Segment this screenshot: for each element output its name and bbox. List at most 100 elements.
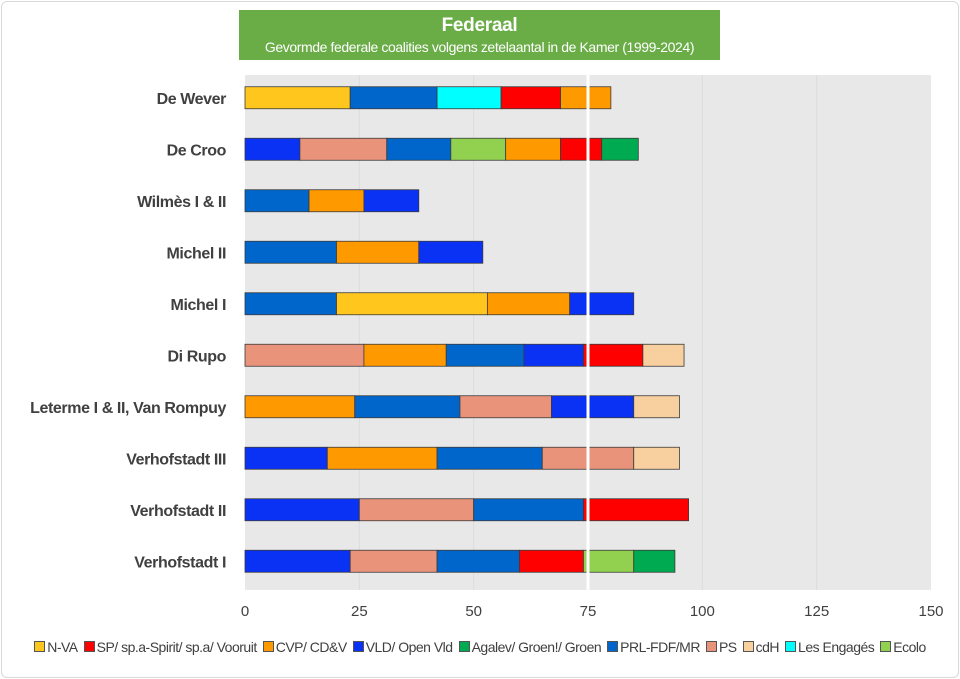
legend-label: Ecolo bbox=[893, 639, 926, 655]
bar-segment bbox=[601, 137, 639, 161]
legend-item: CVP/ CD&V bbox=[262, 639, 347, 655]
category-label: Verhofstadt II bbox=[130, 503, 226, 520]
bar-segment bbox=[445, 343, 525, 367]
bar-segment bbox=[244, 189, 310, 213]
bar-segment bbox=[244, 498, 360, 522]
bar-segment bbox=[244, 240, 337, 264]
bar-segment bbox=[349, 86, 438, 110]
bar-segment bbox=[244, 446, 328, 470]
legend-item: SP/ sp.a-Spirit/ sp.a/ Vooruit bbox=[83, 639, 258, 655]
legend-item: Les Engagés bbox=[785, 639, 875, 655]
legend-label: SP/ sp.a-Spirit/ sp.a/ Vooruit bbox=[96, 639, 258, 655]
bar-segment bbox=[244, 395, 356, 419]
legend-swatch bbox=[458, 641, 470, 652]
legend-item: Ecolo bbox=[880, 639, 926, 655]
bar-segment bbox=[569, 292, 635, 316]
bar-segment bbox=[436, 549, 520, 573]
legend-label: Agalev/ Groen!/ Groen bbox=[471, 639, 602, 655]
legend-swatch bbox=[785, 641, 797, 652]
bar-segment bbox=[244, 343, 365, 367]
legend-swatch bbox=[262, 641, 274, 652]
legend: N-VA SP/ sp.a-Spirit/ sp.a/ Vooruit CVP/ C… bbox=[0, 639, 960, 655]
category-label: De Croo bbox=[167, 142, 227, 159]
legend-swatch bbox=[83, 641, 95, 652]
bar-segment bbox=[244, 549, 351, 573]
legend-item: PS bbox=[705, 639, 737, 655]
bar-segment bbox=[363, 343, 447, 367]
legend-label: N-VA bbox=[47, 639, 78, 655]
bar-segment bbox=[505, 137, 561, 161]
legend-label: PRL-FDF/MR bbox=[620, 639, 700, 655]
legend-item: VLD/ Open Vld bbox=[352, 639, 453, 655]
x-tick-label: 150 bbox=[918, 603, 943, 620]
bar-segment bbox=[354, 395, 461, 419]
legend-swatch bbox=[880, 641, 892, 652]
bar-segment bbox=[523, 343, 584, 367]
legend-swatch bbox=[352, 641, 364, 652]
chart-title: Federaal bbox=[441, 15, 518, 36]
bar-segment bbox=[473, 498, 584, 522]
bar-segment bbox=[560, 137, 603, 161]
legend-item: Agalev/ Groen!/ Groen bbox=[458, 639, 602, 655]
category-label: Di Rupo bbox=[167, 348, 226, 365]
bar-segment bbox=[633, 395, 680, 419]
bar-segment bbox=[326, 446, 438, 470]
bar-segment bbox=[642, 343, 685, 367]
bar-segment bbox=[336, 292, 488, 316]
bar-segment bbox=[244, 86, 351, 110]
legend-item: N-VA bbox=[34, 639, 78, 655]
bar-segment bbox=[450, 137, 507, 161]
bar-segment bbox=[299, 137, 388, 161]
legend-label: CVP/ CD&V bbox=[275, 639, 347, 655]
bar-segment bbox=[583, 343, 644, 367]
x-tick-label: 100 bbox=[690, 603, 715, 620]
legend-label: cdH bbox=[755, 639, 780, 655]
bar-segment bbox=[583, 549, 635, 573]
bar-segment bbox=[358, 498, 475, 522]
bar-segment bbox=[244, 137, 301, 161]
bar-segment bbox=[386, 137, 452, 161]
category-label: Wilmès I & II bbox=[137, 194, 226, 211]
x-tick-label: 25 bbox=[351, 603, 368, 620]
legend-item: PRL-FDF/MR bbox=[607, 639, 700, 655]
bar-segment bbox=[436, 446, 543, 470]
legend-swatch bbox=[742, 641, 754, 652]
category-label: Michel I bbox=[171, 297, 226, 314]
title-box: Federaal Gevormde federale coalities vol… bbox=[239, 10, 720, 60]
bar-segment bbox=[459, 395, 552, 419]
category-label: De Wever bbox=[157, 91, 227, 108]
bar-segment bbox=[349, 549, 438, 573]
bar-segment bbox=[560, 86, 612, 110]
bar-segment bbox=[436, 86, 502, 110]
bar-segment bbox=[486, 292, 571, 316]
legend-item: cdH bbox=[742, 639, 780, 655]
bar-segment bbox=[244, 292, 337, 316]
bar-segment bbox=[633, 549, 676, 573]
legend-swatch bbox=[607, 641, 619, 652]
x-tick-label: 125 bbox=[804, 603, 829, 620]
legend-label: VLD/ Open Vld bbox=[365, 639, 453, 655]
legend-swatch bbox=[705, 641, 717, 652]
bar-segment bbox=[418, 240, 484, 264]
legend-swatch bbox=[34, 641, 46, 652]
legend-label: Les Engagés bbox=[798, 639, 875, 655]
x-tick-label: 50 bbox=[465, 603, 482, 620]
bar-segment bbox=[308, 189, 365, 213]
bar-segment bbox=[583, 498, 690, 522]
bar-segment bbox=[336, 240, 420, 264]
category-label: Leterme I & II, Van Rompuy bbox=[30, 400, 226, 417]
bar-segment bbox=[519, 549, 584, 573]
x-tick-label: 0 bbox=[241, 603, 249, 620]
bar-segment bbox=[551, 395, 635, 419]
category-label: Verhofstadt I bbox=[134, 554, 226, 571]
chart-subtitle: Gevormde federale coalities volgens zete… bbox=[264, 39, 695, 55]
category-label: Verhofstadt III bbox=[126, 451, 226, 468]
x-tick-label: 75 bbox=[580, 603, 597, 620]
bar-segment bbox=[633, 446, 680, 470]
legend-label: PS bbox=[718, 639, 737, 655]
bar-segment bbox=[500, 86, 561, 110]
bar-segment bbox=[363, 189, 420, 213]
category-label: Michel II bbox=[166, 245, 226, 262]
